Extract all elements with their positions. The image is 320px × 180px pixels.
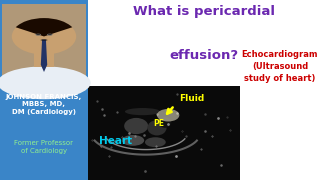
- Bar: [2, 4, 86, 90]
- Bar: [2, 4, 86, 90]
- Text: Echocardiogram
(Ultrasound
study of heart): Echocardiogram (Ultrasound study of hear…: [242, 50, 318, 83]
- Text: What is pericardial: What is pericardial: [133, 5, 275, 18]
- Wedge shape: [16, 18, 72, 36]
- Ellipse shape: [145, 137, 166, 147]
- Ellipse shape: [47, 34, 52, 35]
- Bar: [0, 0, 88, 180]
- Ellipse shape: [41, 39, 47, 40]
- Ellipse shape: [124, 118, 148, 134]
- Ellipse shape: [36, 34, 41, 35]
- Text: PE: PE: [153, 119, 164, 128]
- Text: JOHNSON FRANCIS,
MBBS, MD,
DM (Cardiology): JOHNSON FRANCIS, MBBS, MD, DM (Cardiolog…: [6, 94, 82, 115]
- Bar: [34, 51, 54, 67]
- Ellipse shape: [148, 120, 167, 135]
- Ellipse shape: [157, 109, 180, 122]
- Text: Heart: Heart: [99, 136, 132, 146]
- Bar: [88, 86, 240, 180]
- Text: Former Professor
of Cardiology: Former Professor of Cardiology: [14, 140, 74, 154]
- Ellipse shape: [0, 66, 91, 99]
- Ellipse shape: [159, 117, 172, 128]
- Polygon shape: [41, 40, 47, 72]
- Text: Fluid: Fluid: [180, 94, 204, 103]
- Ellipse shape: [122, 135, 144, 146]
- Circle shape: [12, 18, 76, 55]
- Ellipse shape: [125, 108, 160, 115]
- Text: effusion?: effusion?: [169, 49, 239, 62]
